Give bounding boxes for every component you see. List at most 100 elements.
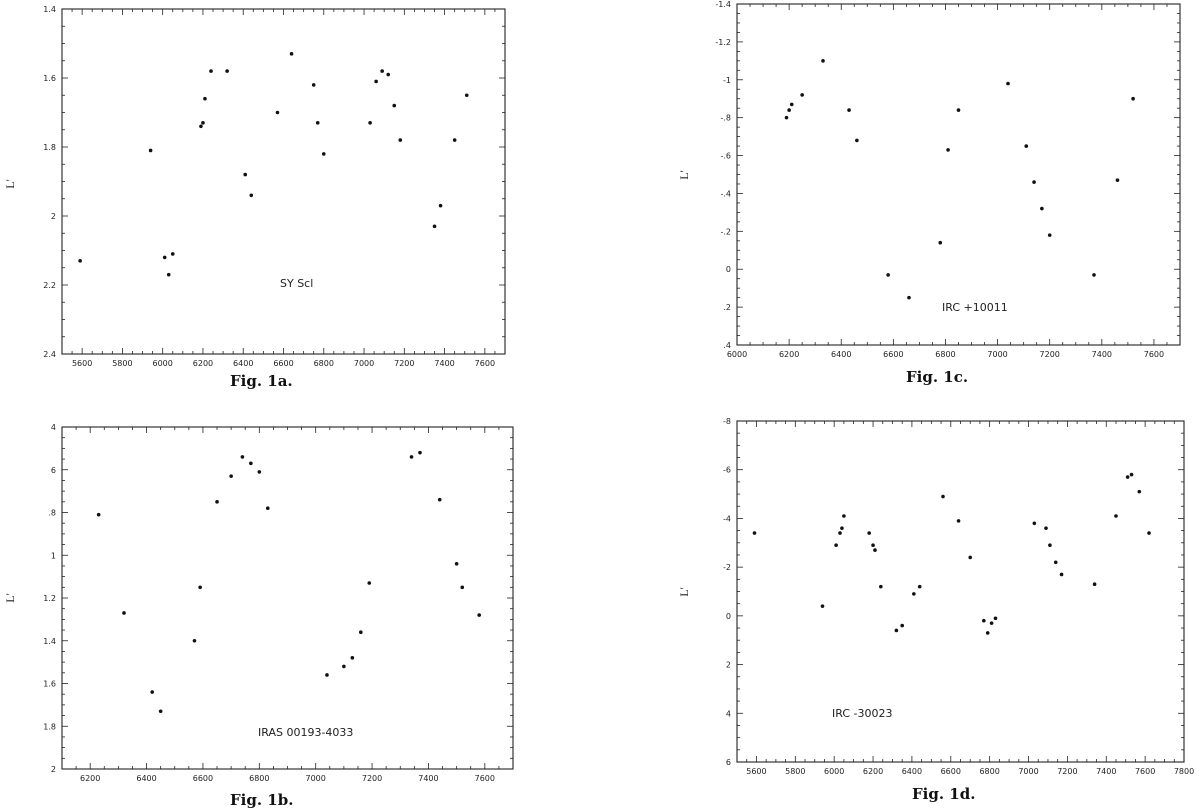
fig-1-y-axis-label: L' xyxy=(3,179,17,189)
fig-4-data-point xyxy=(985,631,990,635)
fig-1-data-point xyxy=(321,152,326,156)
fig-4-xtick-label: 6400 xyxy=(902,767,922,776)
fig-2-xtick-label: 7000 xyxy=(306,774,326,783)
fig-4-data-point xyxy=(956,519,961,523)
fig-4-data-point xyxy=(752,531,757,535)
fig-2-xtick-label: 6600 xyxy=(193,774,213,783)
fig-1-xtick-label: 6000 xyxy=(153,359,173,368)
fig-1-xtick-label: 7000 xyxy=(354,359,374,368)
fig-3-data-point xyxy=(956,108,961,112)
fig-4-data-point xyxy=(900,623,904,628)
fig-1-data-point xyxy=(432,224,437,229)
fig-3-data-point xyxy=(1047,233,1052,237)
fig-4-data-point xyxy=(968,555,973,560)
fig-4-data-point xyxy=(989,621,994,625)
fig-1-ytick-label: 1.6 xyxy=(43,74,56,83)
fig-1-xtick-label: 5800 xyxy=(112,359,132,368)
fig-4-ytick-label: 6 xyxy=(726,758,731,767)
fig-3-ytick-label: -.8 xyxy=(720,114,731,123)
fig-2-xtick-label: 6400 xyxy=(136,774,156,783)
fig-1-data-point xyxy=(249,193,254,198)
fig-1-data-point xyxy=(225,69,229,73)
fig-4-data-point xyxy=(1092,582,1097,586)
fig-1-data-point xyxy=(452,138,457,142)
fig-2-data-point xyxy=(229,474,233,478)
fig-1-xtick-label: 6400 xyxy=(233,359,253,368)
fig-4-data-point xyxy=(1059,572,1064,577)
fig-1-data-point xyxy=(243,172,248,177)
fig-1-data-point xyxy=(209,69,213,73)
fig-1-xtick-label: 5600 xyxy=(72,359,92,368)
fig-2-data-point xyxy=(96,512,101,517)
fig-2-data-point xyxy=(249,461,253,466)
fig-2-xtick-label: 6800 xyxy=(249,774,269,783)
fig-2-ytick-label: 6 xyxy=(51,466,56,475)
fig-4-xtick-label: 6800 xyxy=(979,767,999,776)
fig-2-data-point xyxy=(454,562,459,566)
fig-2-data-point xyxy=(122,611,126,615)
fig-3-data-point xyxy=(821,59,825,63)
fig-2-data-point xyxy=(325,673,329,677)
fig-3-ytick-label: .4 xyxy=(723,341,731,350)
fig-4-data-point xyxy=(867,531,871,535)
fig-3-data-point xyxy=(847,108,851,112)
fig-1-xtick-label: 6800 xyxy=(314,359,334,368)
chart-fig-1b: 6200 6400 6600 6800 7000 7200 7400 7600 4 6 .8 1 1.2… xyxy=(3,423,514,783)
fig-1-data-point xyxy=(170,252,175,256)
fig-4-data-point xyxy=(917,584,922,589)
fig-3-data-point xyxy=(886,273,890,277)
fig-1-data-point xyxy=(201,121,205,125)
fig-3-xtick-label: 6800 xyxy=(935,350,955,359)
fig-2-data-point xyxy=(418,450,422,455)
fig-4-data-point xyxy=(838,531,842,535)
fig-1-object-label: SY Scl xyxy=(280,277,313,290)
fig-2-data-point xyxy=(350,656,355,660)
fig-3-xtick-label: 6600 xyxy=(883,350,903,359)
fig-2-xtick-label: 6200 xyxy=(80,774,100,783)
fig-4-xtick-label: 7000 xyxy=(1018,767,1038,776)
fig-4-data-point xyxy=(1147,531,1151,535)
fig-4-data-point xyxy=(982,618,986,623)
fig-3-data-point xyxy=(1032,180,1036,184)
fig-4-data-point xyxy=(871,543,875,548)
fig-1-ytick-label: 1.8 xyxy=(43,143,56,152)
fig-1-data-point xyxy=(464,93,469,98)
fig-4-ytick-label: 2 xyxy=(726,661,731,670)
fig-3-data-point xyxy=(1131,96,1135,101)
fig-4-data-point xyxy=(941,494,945,499)
fig-2-y-axis-label: L' xyxy=(3,593,17,603)
fig-4-y-axis-label: L' xyxy=(677,587,691,597)
fig-1-data-point xyxy=(374,79,378,84)
fig-1-data-point xyxy=(203,96,207,101)
fig-3-ytick-label: -.6 xyxy=(720,152,731,161)
fig-3-y-axis-label: L' xyxy=(677,170,691,180)
fig-4-data-point xyxy=(1048,543,1052,548)
fig-1-data-point xyxy=(398,138,403,142)
fig-3-ytick-label: -1.4 xyxy=(715,0,731,9)
fig-3-ytick-label: -1.2 xyxy=(715,38,731,47)
fig-4-xtick-label: 7200 xyxy=(1057,767,1077,776)
fig-4-data-point xyxy=(1137,489,1142,494)
fig-1-data-point xyxy=(78,259,82,263)
caption-fig-1b: Fig. 1b. xyxy=(230,791,294,809)
fig-3-ytick-label: .2 xyxy=(723,303,731,312)
caption-fig-1a: Fig. 1a. xyxy=(230,372,293,390)
fig-2-xtick-label: 7600 xyxy=(475,774,495,783)
fig-3-xtick-label: 7000 xyxy=(987,350,1007,359)
fig-3-data-point xyxy=(800,93,804,97)
fig-4-data-point xyxy=(1044,526,1048,530)
fig-1-xtick-label: 6600 xyxy=(273,359,293,368)
fig-4-data-point xyxy=(1053,560,1058,565)
fig-4-data-point xyxy=(1032,521,1037,526)
fig-2-data-point xyxy=(477,613,481,617)
fig-2-ytick-label: 1.8 xyxy=(43,722,56,731)
fig-3-data-point xyxy=(855,138,859,143)
fig-2-data-point xyxy=(150,690,154,694)
fig-4-ytick-label: 4 xyxy=(726,709,731,718)
fig-3-xtick-label: 6200 xyxy=(779,350,799,359)
fig-2-data-point xyxy=(158,709,163,714)
fig-4-data-point xyxy=(840,526,844,530)
fig-2-data-point xyxy=(437,497,442,502)
fig-3-xtick-label: 7400 xyxy=(1092,350,1112,359)
fig-3-data-point xyxy=(946,148,950,152)
